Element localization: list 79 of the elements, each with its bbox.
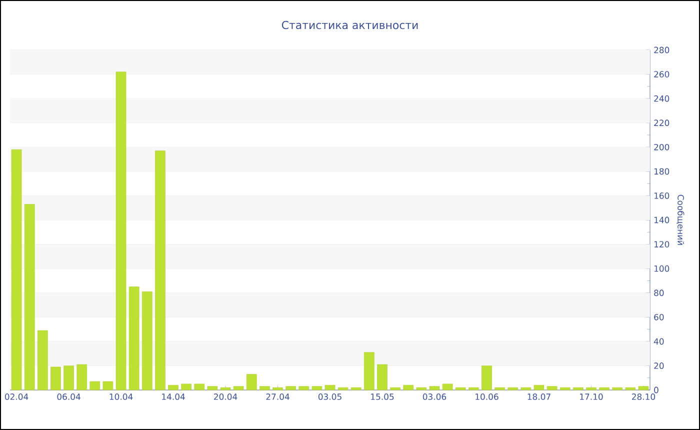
- x-tick-label: 14.04: [162, 394, 185, 400]
- x-tick-label: 03.05: [318, 394, 342, 400]
- bar: [207, 386, 218, 390]
- bar: [468, 387, 479, 390]
- bar: [324, 384, 336, 390]
- bar: [102, 381, 114, 390]
- bar: [638, 386, 649, 390]
- bar: [377, 364, 388, 390]
- y-tick-label: 200: [654, 144, 670, 150]
- bar: [625, 387, 636, 390]
- bar: [599, 387, 610, 390]
- x-tick-label: 20.04: [214, 394, 238, 400]
- bar: [560, 387, 570, 390]
- bar: [116, 72, 126, 390]
- chart-title: Статистика активности: [282, 20, 418, 30]
- x-tick-label: 02.04: [4, 394, 28, 400]
- bar: [312, 386, 322, 390]
- bar: [286, 386, 296, 390]
- y-tick-label: 280: [654, 46, 670, 54]
- y-tick-label: 40: [654, 338, 664, 345]
- bar: [350, 387, 362, 390]
- bar: [455, 387, 466, 390]
- bar: [233, 386, 244, 390]
- y-tick-label: 260: [654, 71, 670, 78]
- x-tick-label: 17.10: [580, 394, 603, 400]
- y-tick-label: 160: [654, 192, 670, 199]
- y-tick-label: 140: [654, 216, 670, 224]
- bar: [50, 366, 61, 390]
- bar: [260, 386, 270, 390]
- bar: [546, 386, 558, 390]
- bar: [181, 384, 192, 390]
- bar: [76, 364, 87, 390]
- bar: [142, 291, 152, 390]
- y-tick-label: 100: [654, 265, 670, 272]
- bar: [573, 387, 584, 390]
- bar: [155, 150, 166, 390]
- bar: [38, 330, 48, 390]
- bar: [442, 384, 453, 390]
- bar: [364, 352, 374, 390]
- bar: [246, 374, 257, 390]
- y-tick-label: 0: [654, 386, 658, 394]
- x-tick-label: 10.06: [476, 394, 498, 400]
- bar: [220, 387, 231, 390]
- bar: [520, 387, 532, 390]
- bar: [586, 387, 596, 390]
- y-tick-label: 120: [654, 241, 670, 248]
- bar: [90, 381, 100, 390]
- bar: [64, 366, 74, 390]
- bar: [272, 387, 283, 390]
- y-tick-label: 220: [654, 120, 670, 126]
- bar: [482, 366, 492, 390]
- bar: [11, 149, 22, 390]
- bar: [612, 387, 623, 390]
- x-tick-label: 18.07: [528, 394, 550, 400]
- bar: [534, 384, 544, 390]
- y-tick-label: 80: [654, 290, 664, 296]
- bar: [508, 387, 518, 390]
- x-tick-label: 03.06: [422, 394, 446, 400]
- bar: [338, 387, 348, 390]
- x-tick-label: 27.04: [266, 394, 290, 400]
- bar: [24, 204, 35, 390]
- bar: [168, 384, 178, 390]
- bar: [494, 387, 505, 390]
- bar: [194, 384, 205, 390]
- bar: [416, 387, 427, 390]
- x-tick-label: 15.05: [371, 394, 394, 400]
- bar: [390, 387, 400, 390]
- y-tick-label: 240: [654, 95, 670, 102]
- y-tick-label: 180: [654, 168, 670, 175]
- bar: [403, 384, 414, 390]
- x-tick-label: 28.10: [632, 394, 656, 400]
- bar: [298, 386, 310, 390]
- y-tick-label: 20: [654, 362, 664, 369]
- y-tick-label: 60: [654, 314, 664, 320]
- x-tick-label: 10.04: [110, 394, 133, 400]
- bar: [429, 386, 440, 390]
- y-axis-title: Сообщений: [676, 194, 684, 245]
- x-tick-label: 06.04: [57, 394, 80, 400]
- bar: [128, 286, 140, 390]
